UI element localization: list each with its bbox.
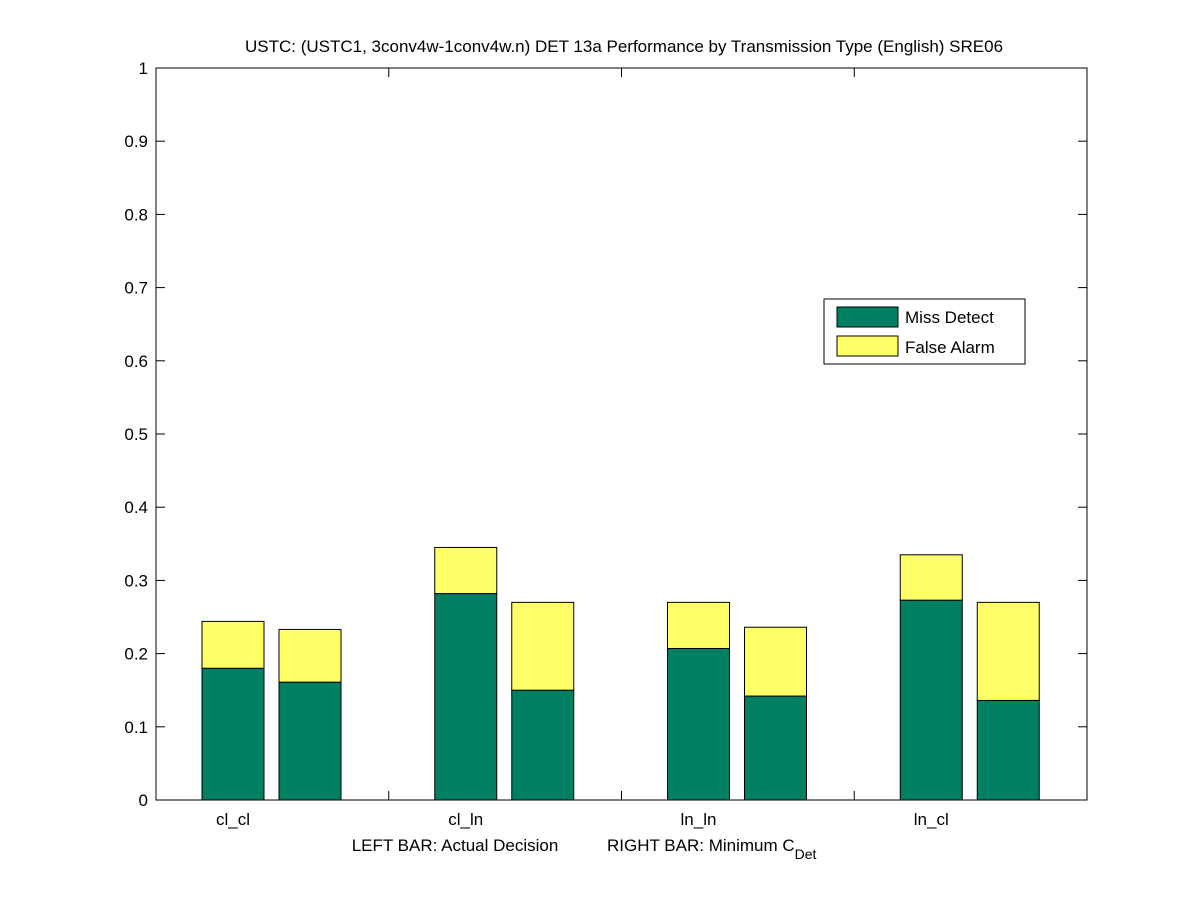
bar-ln-cl-actual-miss-detect: [899, 599, 963, 801]
y-tick-label: 0: [139, 791, 148, 810]
bar-ln-ln-actual-miss-detect: [667, 647, 730, 801]
x-tick-label-ln-ln: ln_ln: [681, 810, 717, 829]
y-axis-ticks: 0 0.1 0.2 0.3 0.4 0.5 0.6 0.7 0.8 0.9 1: [124, 59, 1087, 810]
y-tick-label: 0.2: [124, 645, 148, 664]
y-tick-label: 0.3: [124, 571, 148, 590]
bar-cl-cl-minimum-miss-detect: [278, 681, 342, 801]
legend-label-miss-detect: Miss Detect: [905, 308, 994, 327]
legend-swatch-false-alarm: [836, 335, 899, 357]
bar-cl-cl-actual-miss-detect: [201, 667, 265, 801]
bar-ln-cl-actual-false-alarm: [899, 554, 963, 601]
bar-cl-ln-minimum-miss-detect: [511, 689, 575, 801]
bar-ln-ln-actual-false-alarm: [667, 601, 730, 649]
x-tick-label-cl-ln: cl_ln: [448, 810, 483, 829]
bar-cl-cl-minimum-false-alarm: [278, 628, 342, 683]
bar-cl-ln-actual-miss-detect: [434, 593, 498, 801]
x-axis-label-right-main: RIGHT BAR: Minimum C: [607, 836, 795, 855]
y-tick-label: 0.4: [124, 498, 148, 517]
bar-ln-cl-minimum-false-alarm: [976, 601, 1040, 701]
y-tick-label: 0.8: [124, 205, 148, 224]
bar-cl-cl-actual-false-alarm: [201, 620, 265, 669]
y-tick-label: 0.5: [124, 425, 148, 444]
y-tick-label: 0.9: [124, 132, 148, 151]
legend: Miss Detect False Alarm: [823, 298, 1026, 365]
bars-layer: [201, 546, 1040, 801]
bar-cl-ln-minimum-false-alarm: [511, 601, 575, 691]
y-tick-label: 0.1: [124, 718, 148, 737]
legend-label-false-alarm: False Alarm: [905, 338, 995, 357]
bar-ln-ln-minimum-false-alarm: [744, 626, 807, 697]
x-tick-label-cl-cl: cl_cl: [216, 810, 250, 829]
y-tick-label: 0.6: [124, 352, 148, 371]
bar-ln-ln-minimum-miss-detect: [744, 695, 807, 801]
x-axis-label-right: RIGHT BAR: Minimum CDet: [607, 836, 817, 862]
bar-cl-ln-actual-false-alarm: [434, 546, 498, 595]
x-tick-label-ln-cl: ln_cl: [914, 810, 949, 829]
legend-swatch-miss-detect: [836, 306, 899, 328]
x-axis-ticks: cl_cl cl_ln ln_ln ln_cl: [216, 68, 949, 829]
chart-title: USTC: (USTC1, 3conv4w-1conv4w.n) DET 13a…: [245, 37, 1003, 56]
bar-ln-cl-minimum-miss-detect: [976, 699, 1040, 801]
x-axis-label-left: LEFT BAR: Actual Decision: [352, 836, 559, 855]
x-axis-label-right-subscript: Det: [795, 846, 817, 862]
y-tick-label: 0.7: [124, 279, 148, 298]
y-tick-label: 1: [139, 59, 148, 78]
